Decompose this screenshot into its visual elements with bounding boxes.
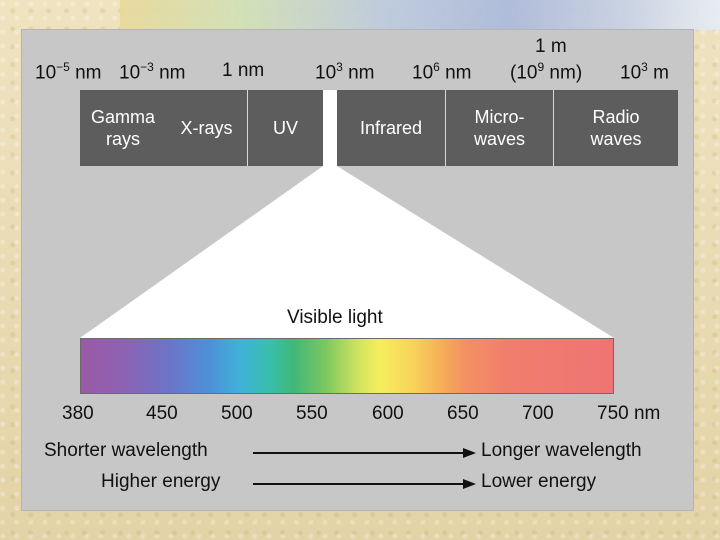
tick-450: 450 [146,403,178,424]
arrow-head-energy [463,479,476,489]
arrow-head-wavelength [463,448,476,458]
scale-label-5: 106 nm [412,60,472,84]
shorter-wavelength-label: Shorter wavelength [44,440,208,461]
tick-550: 550 [296,403,328,424]
scale-label-3: 1 nm [222,60,265,81]
scale-label-6-top: 1 m [535,36,567,57]
lower-energy-label: Lower energy [481,471,597,492]
tick-380: 380 [62,403,94,424]
visible-light-label: Visible light [287,307,383,328]
band-microwaves: Micro-waves [445,90,553,166]
band-uv: UV [247,90,323,166]
visible-spectrum-bar [80,338,614,394]
scale-label-6: (109 nm) [510,60,583,84]
tick-600: 600 [372,403,404,424]
band-infrared: Infrared [337,90,445,166]
scale-label-1: 10−5 nm [35,60,102,84]
higher-energy-label: Higher energy [101,471,221,492]
scale-label-4: 103 nm [315,60,375,84]
band-radio-waves: Radio waves [553,90,678,166]
top-decorative-strip [120,0,720,30]
visible-slot [323,90,337,166]
tick-500: 500 [221,403,253,424]
scale-label-2: 10−3 nm [119,60,186,84]
tick-700: 700 [522,403,554,424]
scale-label-7: 103 m [620,60,669,84]
tick-750: 750 nm [597,403,661,424]
band-x-rays: X-rays [166,90,247,166]
visible-expansion-triangle [80,166,614,338]
band-gamma-rays: Gamma rays [80,90,166,166]
tick-650: 650 [447,403,479,424]
longer-wavelength-label: Longer wavelength [481,440,642,461]
